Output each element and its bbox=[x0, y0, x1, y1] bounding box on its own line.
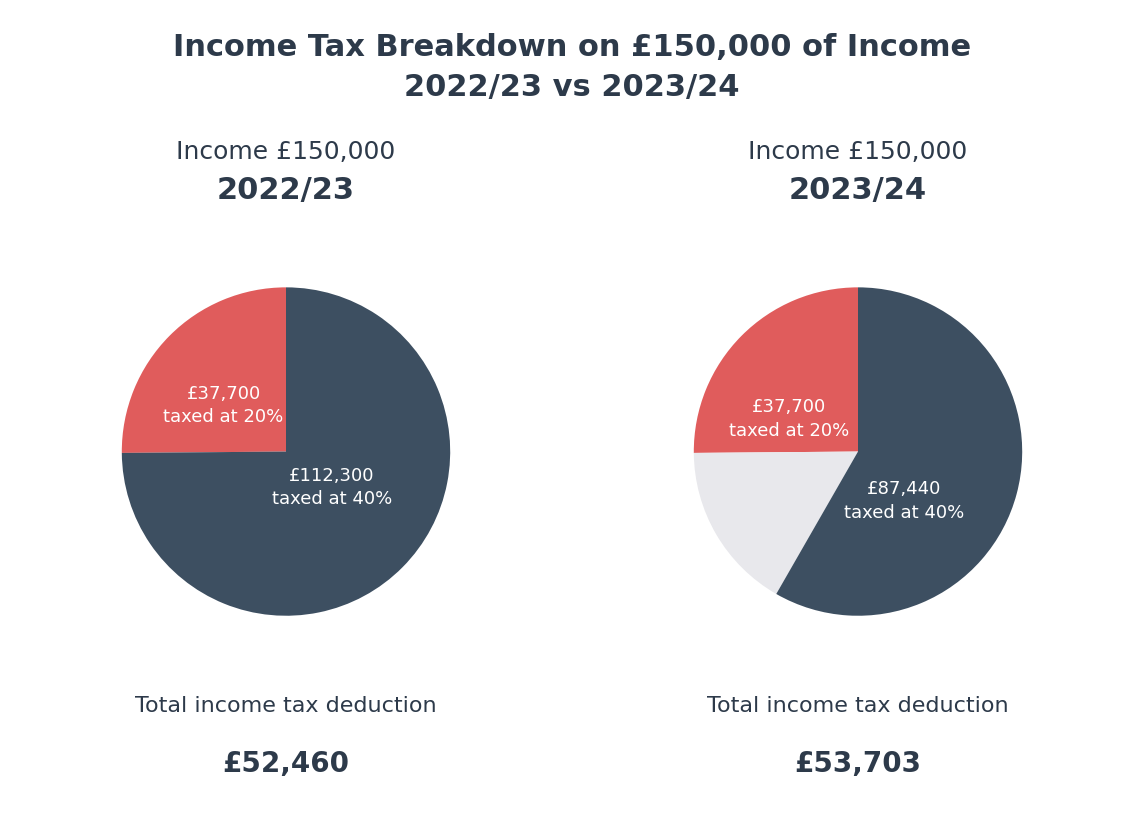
Text: Total income tax deduction: Total income tax deduction bbox=[707, 696, 1009, 716]
Wedge shape bbox=[777, 287, 1023, 616]
Text: Income Tax Breakdown on £150,000 of Income
2022/23 vs 2023/24: Income Tax Breakdown on £150,000 of Inco… bbox=[173, 33, 971, 103]
Wedge shape bbox=[121, 287, 286, 453]
Text: £24,860
taxed at
45%: £24,860 taxed at 45% bbox=[899, 356, 975, 422]
Text: Income £150,000: Income £150,000 bbox=[748, 140, 968, 164]
Wedge shape bbox=[693, 452, 858, 594]
Text: £52,460: £52,460 bbox=[222, 750, 350, 777]
Text: £112,300
taxed at 40%: £112,300 taxed at 40% bbox=[272, 467, 392, 508]
Text: Total income tax deduction: Total income tax deduction bbox=[135, 696, 437, 716]
Text: £37,700
taxed at 20%: £37,700 taxed at 20% bbox=[729, 398, 849, 439]
Wedge shape bbox=[693, 287, 858, 453]
Text: 2023/24: 2023/24 bbox=[789, 177, 927, 205]
Text: £87,440
taxed at 40%: £87,440 taxed at 40% bbox=[844, 480, 964, 521]
Wedge shape bbox=[121, 287, 451, 616]
Text: £53,703: £53,703 bbox=[794, 750, 922, 777]
Text: 2022/23: 2022/23 bbox=[217, 177, 355, 205]
Text: £37,700
taxed at 20%: £37,700 taxed at 20% bbox=[164, 385, 284, 426]
Text: Income £150,000: Income £150,000 bbox=[176, 140, 396, 164]
